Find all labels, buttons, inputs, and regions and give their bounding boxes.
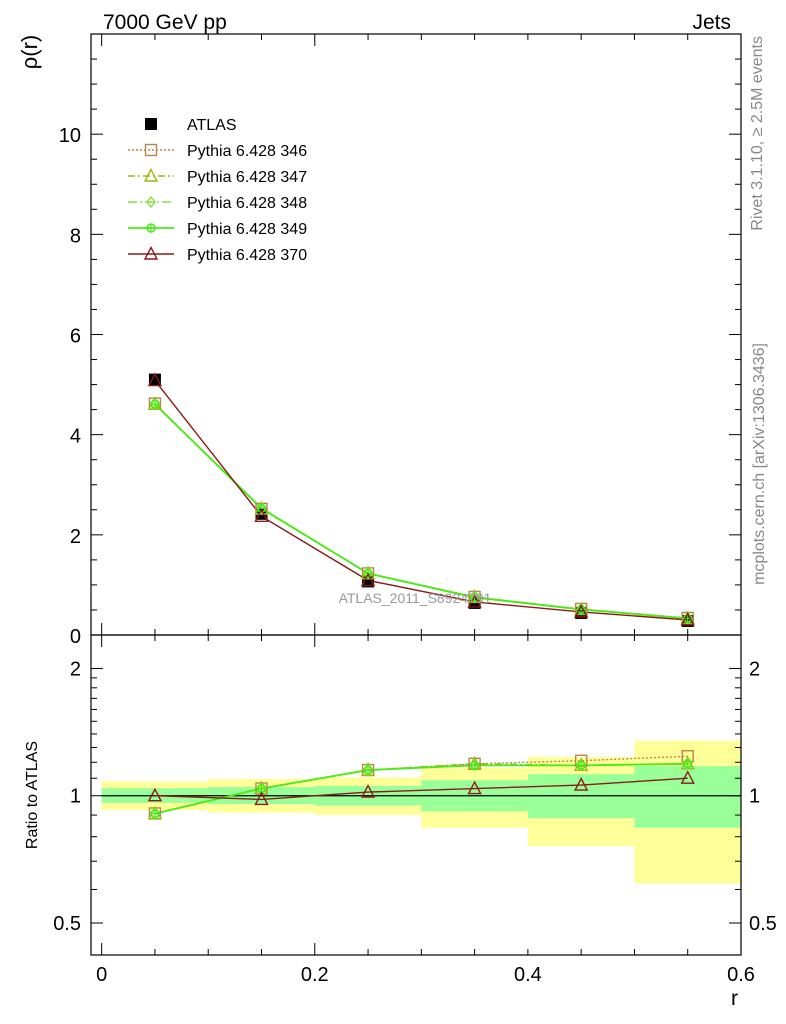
legend-label: Pythia 6.428 349 (187, 221, 307, 238)
main-y-tick-label: 4 (70, 426, 81, 448)
ratio-series-marker (360, 784, 376, 798)
main-series-marker (680, 611, 695, 626)
main-series-line (154, 380, 688, 621)
ratio-series-line (154, 762, 688, 815)
main-series-marker (363, 567, 373, 580)
legend-label: Pythia 6.428 370 (187, 247, 307, 264)
legend-label-atlas: ATLAS (187, 117, 237, 134)
ratio-y-tick-label: 1 (70, 786, 81, 808)
x-tick-label: 0.6 (727, 964, 755, 986)
main-y-tick-label: 6 (70, 326, 81, 348)
main-panel: 0 2 4 6 8 10 ATLAS Pythia 6.428 346 Pythia 6.428… (59, 33, 742, 648)
ratio-series-marker (680, 770, 695, 784)
legend-marker-atlas (145, 118, 157, 130)
legend-marker (144, 143, 158, 157)
main-series-marker (147, 372, 163, 387)
main-series-marker (256, 502, 267, 515)
ratio-panel: 0.5 0.5 1 1 2 2 0 0.2 0.4 0.6 (53, 634, 777, 986)
ratio-y-axis-label: Ratio to ATLAS (24, 741, 41, 849)
legend-label: Pythia 6.428 348 (187, 195, 307, 212)
ratio-frame (90, 634, 742, 956)
main-series-marker (469, 591, 480, 604)
legend-label: Pythia 6.428 347 (187, 169, 307, 186)
ratio-y-tick-label-right: 0.5 (749, 913, 777, 935)
x-tick-label: 0.2 (301, 964, 329, 986)
rivet-label: Rivet 3.1.10, ≥ 2.5M events (749, 36, 766, 231)
main-y-tick-label: 8 (70, 225, 81, 247)
ratio-y-tick-label-right: 2 (749, 658, 760, 680)
ratio-series-marker (467, 780, 482, 795)
x-axis-label: r (731, 987, 738, 1010)
main-y-tick-label: 0 (70, 626, 81, 648)
header-left: 7000 GeV pp (103, 11, 227, 34)
main-series-marker (467, 593, 482, 608)
ratio-series-line (154, 777, 688, 801)
x-tick-label: 0 (96, 964, 107, 986)
header-right: Jets (692, 11, 731, 34)
main-series-line (154, 403, 688, 620)
legend-marker (146, 195, 156, 209)
ratio-series-marker (147, 787, 163, 802)
main-y-axis-label: ρ(r) (17, 35, 42, 70)
ratio-series-marker (576, 759, 587, 772)
main-series-marker (574, 603, 589, 618)
main-y-tick-label: 10 (59, 125, 81, 147)
ratio-series-marker (469, 759, 480, 772)
mcplots-label: mcplots.cern.ch [arXiv:1306.3436] (751, 343, 768, 585)
legend-label: Pythia 6.428 346 (187, 143, 307, 160)
ratio-band-green (634, 766, 741, 828)
x-tick-label: 0.4 (514, 964, 542, 986)
ratio-series-marker (682, 757, 693, 770)
watermark: ATLAS_2011_S8924791 (339, 590, 492, 606)
legend-marker (143, 167, 159, 182)
ratio-y-tick-label: 2 (70, 658, 81, 680)
main-series-marker (360, 572, 376, 587)
ratio-series-marker (574, 777, 589, 791)
legend-marker (143, 245, 159, 260)
ratio-series-marker (254, 791, 269, 806)
main-series-marker (576, 603, 587, 616)
atlas-data-point (148, 373, 161, 386)
ratio-y-tick-label: 0.5 (53, 913, 81, 935)
ratio-series-line (154, 755, 688, 815)
ratio-series-marker (150, 807, 160, 820)
ratio-y-tick-label-right: 1 (749, 786, 760, 808)
main-series-marker (150, 397, 160, 411)
main-y-tick-label: 2 (70, 526, 81, 548)
main-series-marker (254, 508, 269, 523)
main-series-marker (682, 612, 693, 625)
ratio-series-marker (363, 763, 373, 777)
